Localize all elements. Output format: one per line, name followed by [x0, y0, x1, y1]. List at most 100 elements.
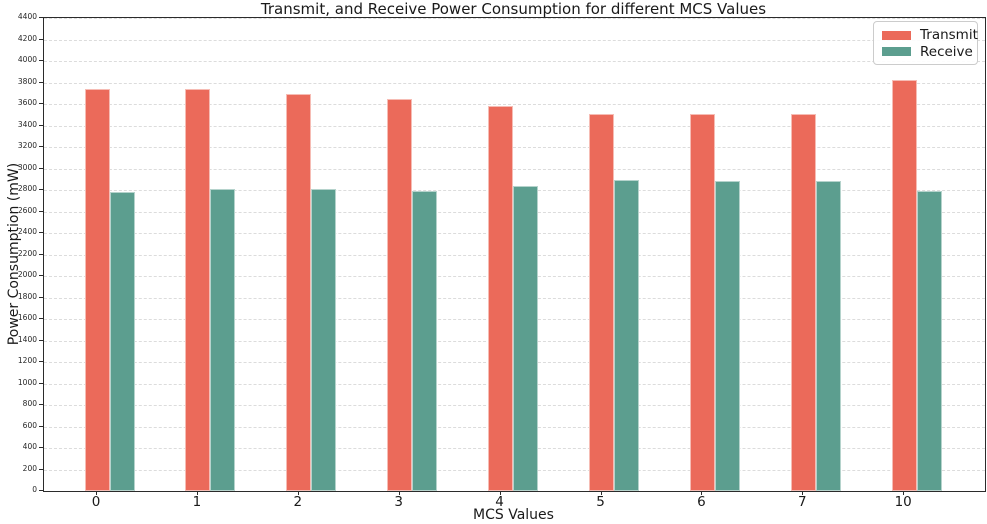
x-tick-label: 4: [495, 494, 504, 510]
y-tick-mark: [39, 275, 43, 276]
y-tick-mark: [39, 447, 43, 448]
legend-swatch-transmit: [882, 30, 911, 40]
gridline: [44, 125, 985, 127]
x-tick-mark: [903, 491, 905, 495]
y-tick-mark: [39, 361, 43, 362]
y-tick-mark: [39, 382, 43, 384]
x-tick-mark: [96, 491, 97, 495]
x-tick-mark: [196, 491, 198, 495]
bar-transmit-mcs-7: [790, 113, 816, 491]
y-tick-mark: [39, 210, 43, 212]
y-tick-label: 4400: [17, 12, 37, 21]
bar-transmit-mcs-4: [488, 106, 514, 491]
x-tick-label: 10: [894, 494, 912, 510]
x-tick-label: 5: [596, 494, 605, 510]
y-tick-mark: [39, 468, 43, 470]
chart-title: Transmit, and Receive Power Consumption …: [260, 0, 767, 18]
bar-receive-mcs-10: [916, 191, 942, 491]
bar-receive-mcs-5: [614, 180, 639, 491]
bar-transmit-mcs-6: [689, 113, 715, 491]
x-tick-label: 0: [91, 494, 101, 510]
y-tick-mark: [39, 425, 43, 427]
y-tick-label: 800: [22, 399, 37, 408]
y-tick-label: 1400: [17, 334, 37, 344]
bar-transmit-mcs-1: [185, 89, 211, 491]
y-tick-label: 4200: [17, 33, 37, 43]
y-tick-label: 2200: [17, 248, 37, 258]
y-tick-label: 1200: [17, 356, 37, 365]
y-tick-mark: [39, 38, 43, 40]
bar-transmit-mcs-0: [84, 89, 110, 491]
y-tick-mark: [39, 318, 43, 319]
y-tick-mark: [39, 189, 43, 190]
y-tick-mark: [39, 124, 43, 126]
y-tick-label: 3400: [17, 119, 37, 129]
y-tick-label: 2800: [17, 184, 37, 193]
y-tick-label: 4000: [17, 55, 37, 64]
x-tick-mark: [499, 491, 501, 495]
x-tick-mark: [802, 491, 804, 495]
bar-transmit-mcs-10: [891, 80, 917, 491]
gridline: [44, 168, 985, 170]
bar-receive-mcs-6: [714, 181, 740, 491]
legend-label-transmit: Transmit: [920, 27, 978, 44]
x-axis-label: MCS Values: [473, 507, 554, 523]
y-tick-mark: [39, 232, 43, 233]
y-tick-label: 3200: [17, 141, 37, 150]
bar-transmit-mcs-3: [387, 98, 413, 491]
bar-receive-mcs-7: [815, 181, 841, 491]
y-tick-mark: [39, 146, 43, 147]
bar-receive-mcs-2: [311, 188, 337, 491]
y-tick-label: 3800: [17, 76, 37, 86]
x-tick-label: 3: [394, 494, 403, 510]
gridline: [44, 18, 985, 19]
y-tick-mark: [39, 81, 43, 83]
gridline: [44, 104, 985, 105]
x-tick-mark: [398, 491, 400, 495]
y-tick-mark: [39, 60, 43, 61]
y-tick-mark: [39, 167, 43, 169]
x-tick-mark: [701, 491, 703, 495]
x-tick-label: 2: [293, 494, 303, 510]
x-tick-label: 1: [192, 494, 202, 510]
y-tick-label: 400: [22, 442, 37, 451]
legend-label-receive: Receive: [920, 43, 973, 60]
bar-receive-mcs-4: [513, 185, 539, 491]
x-tick-mark: [600, 491, 602, 495]
gridline: [44, 61, 985, 62]
y-tick-mark: [39, 339, 43, 341]
y-tick-label: 600: [22, 420, 37, 430]
bar-receive-mcs-0: [109, 192, 135, 492]
gridline: [44, 147, 985, 148]
y-tick-mark: [39, 17, 43, 18]
y-tick-label: 200: [22, 463, 37, 473]
y-tick-mark: [39, 404, 43, 405]
legend-swatch-receive: [882, 47, 911, 57]
legend-item-transmit: Transmit: [882, 27, 978, 43]
bar-receive-mcs-1: [210, 188, 236, 491]
y-tick-label: 1000: [17, 377, 37, 387]
bar-transmit-mcs-5: [589, 113, 614, 491]
gridline: [44, 82, 985, 84]
y-tick-mark: [39, 103, 43, 104]
gridline: [44, 39, 985, 41]
y-tick-label: 1800: [17, 291, 37, 301]
y-tick-label: 2000: [17, 270, 37, 279]
y-tick-mark: [39, 490, 43, 491]
plot-area: [43, 17, 986, 492]
x-tick-label: 7: [798, 494, 807, 510]
legend-item-receive: Receive: [882, 44, 973, 60]
bar-transmit-mcs-2: [286, 94, 312, 491]
legend: Transmit Receive: [873, 21, 978, 65]
y-tick-label: 2600: [17, 205, 37, 215]
x-tick-mark: [297, 491, 299, 495]
y-tick-mark: [39, 296, 43, 298]
y-tick-mark: [39, 253, 43, 255]
y-tick-label: 3000: [17, 162, 37, 172]
y-tick-label: 2400: [17, 227, 37, 236]
x-tick-label: 6: [697, 494, 706, 510]
y-tick-label: 3600: [17, 98, 37, 107]
bar-receive-mcs-3: [412, 191, 438, 491]
y-tick-label: 1600: [17, 313, 37, 322]
